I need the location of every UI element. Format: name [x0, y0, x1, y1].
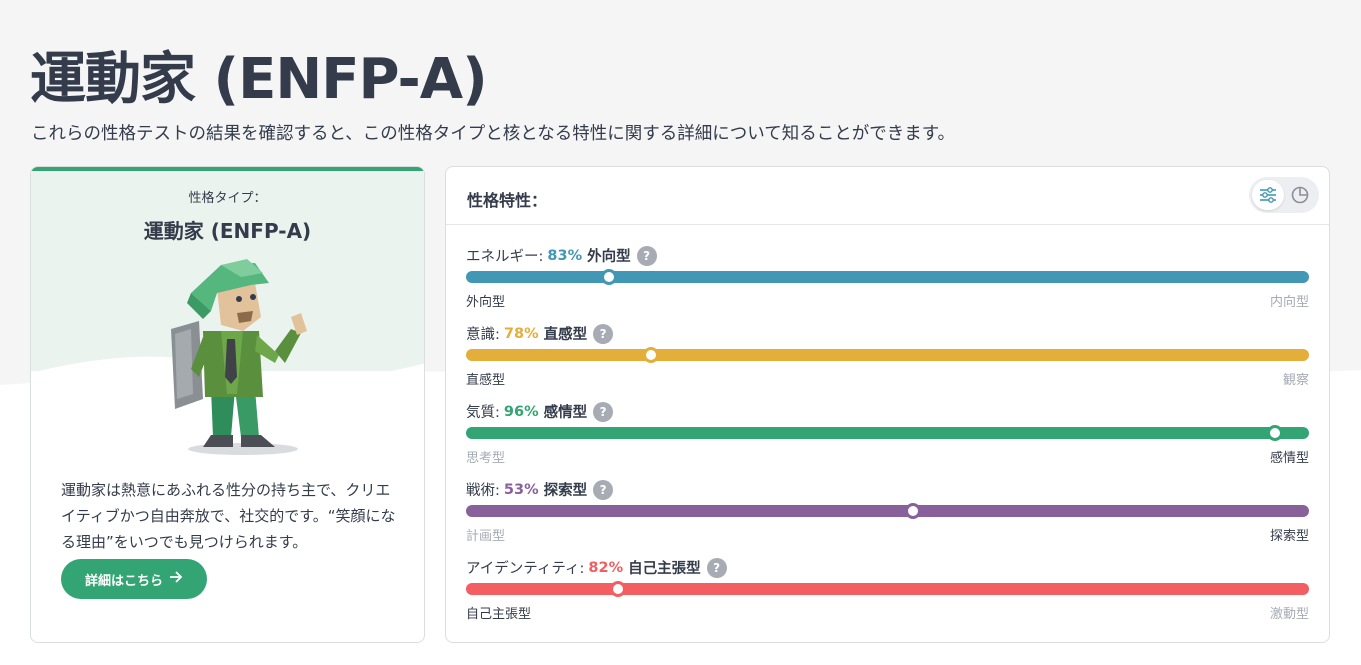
trait-bar [466, 503, 1309, 519]
help-icon[interactable]: ? [706, 557, 727, 578]
trait-heading: アイデンティティ: 82% 自己主張型? [466, 557, 727, 578]
trait-pole-left: 計画型 [466, 529, 506, 544]
trait-heading: 戦術: 53% 探索型? [466, 479, 614, 500]
trait-side: 外向型 [587, 249, 631, 265]
trait-slider-knob [609, 581, 626, 597]
trait-percent: 96% [503, 403, 539, 420]
trait-side: 直感型 [543, 327, 588, 343]
help-icon[interactable]: ? [593, 479, 614, 500]
trait-bar [466, 269, 1309, 285]
trait-heading: エネルギー: 83% 外向型? [466, 245, 657, 266]
trait-slider-knob [1267, 425, 1284, 441]
trait-percent: 78% [503, 325, 539, 342]
sliders-view-button[interactable] [1252, 180, 1284, 210]
trait-slider-knob [601, 269, 618, 285]
help-icon[interactable]: ? [593, 323, 614, 344]
trait-name: 戦術: [466, 483, 500, 499]
traits-header: 性格特性： [446, 167, 1329, 225]
trait-percent: 83% [547, 247, 583, 264]
trait-pole-right: 内向型 [1269, 295, 1309, 310]
trait-name: 意識: [466, 327, 500, 343]
trait-row: 気質: 96% 感情型? 思考型 感情型 [466, 401, 1309, 471]
trait-percent: 53% [503, 481, 539, 498]
help-icon[interactable]: ? [636, 245, 657, 266]
arrow-right-icon [169, 571, 183, 587]
traits-panel: 性格特性： エネルギー: 83% 外向型? 外向型 内向型 意識: 78 [445, 166, 1330, 643]
trait-name: エネルギー: [466, 249, 544, 265]
trait-heading: 気質: 96% 感情型? [466, 401, 614, 422]
type-name: 運動家 (ENFP-A) [143, 219, 312, 243]
trait-pole-right: 激動型 [1269, 607, 1309, 622]
trait-side: 探索型 [543, 483, 588, 499]
learn-more-button[interactable]: 詳細はこちら [61, 559, 207, 599]
trait-heading: 意識: 78% 直感型? [466, 323, 614, 344]
page-subtitle: これらの性格テストの結果を確認すると、この性格タイプと核となる特性に関する詳細に… [31, 124, 955, 144]
trait-side: 自己主張型 [628, 561, 701, 577]
trait-row: 意識: 78% 直感型? 直感型 観察 [466, 323, 1309, 393]
type-label: 性格タイプ： [188, 191, 267, 206]
trait-pole-right: 観察 [1282, 373, 1309, 388]
trait-row: 戦術: 53% 探索型? 計画型 探索型 [466, 479, 1309, 549]
trait-bar [466, 347, 1309, 363]
type-description: 運動家は熱意にあふれる性分の持ち主で、クリエイティブかつ自由奔放で、社交的です。… [61, 481, 396, 551]
view-toggle [1249, 177, 1319, 213]
chart-view-button[interactable] [1284, 180, 1316, 210]
page-title: 運動家 (ENFP-A) [30, 47, 488, 112]
help-icon[interactable]: ? [593, 401, 614, 422]
trait-row: アイデンティティ: 82% 自己主張型? 自己主張型 激動型 [466, 557, 1309, 627]
trait-bar [466, 581, 1309, 597]
trait-slider-knob [643, 347, 660, 363]
trait-side: 感情型 [543, 405, 588, 421]
campaigner-avatar [171, 259, 307, 455]
trait-slider-knob [904, 503, 921, 519]
trait-percent: 82% [588, 559, 624, 576]
trait-pole-left: 自己主張型 [466, 607, 532, 622]
trait-pole-left: 外向型 [466, 295, 506, 310]
trait-row: エネルギー: 83% 外向型? 外向型 内向型 [466, 245, 1309, 315]
sliders-icon [1260, 187, 1276, 203]
trait-pole-right: 感情型 [1269, 451, 1309, 466]
card-accent-bar [31, 167, 424, 171]
learn-more-label: 詳細はこちら [84, 573, 163, 589]
trait-name: 気質: [466, 405, 500, 421]
pie-chart-icon [1291, 186, 1309, 204]
trait-pole-left: 思考型 [466, 451, 506, 466]
personality-type-card: 性格タイプ： 運動家 (ENFP-A) 運動家は熱意にあふれる性分の持ち主で、ク… [30, 166, 425, 643]
traits-title: 性格特性： [467, 191, 548, 210]
trait-pole-right: 探索型 [1269, 529, 1309, 544]
trait-name: アイデンティティ: [466, 561, 585, 577]
trait-bar [466, 425, 1309, 441]
trait-pole-left: 直感型 [466, 373, 506, 388]
